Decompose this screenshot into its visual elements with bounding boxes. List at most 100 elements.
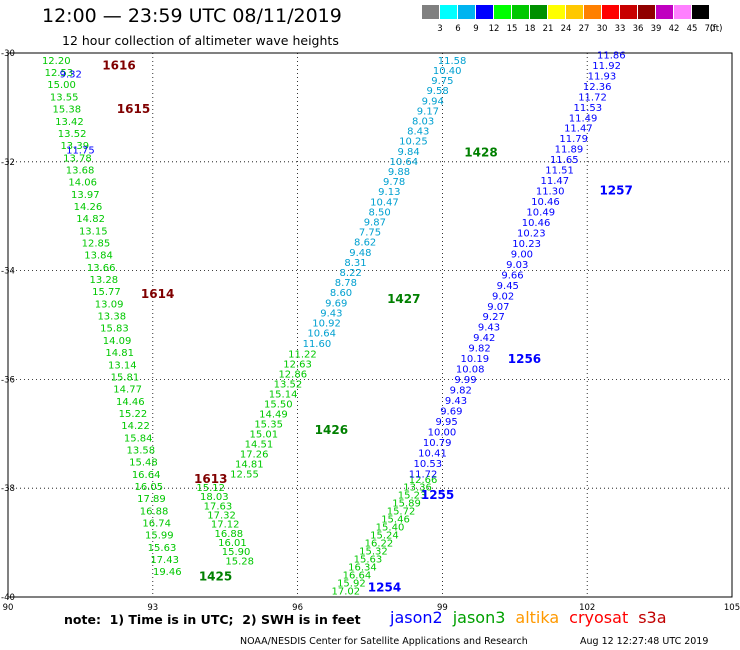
color-scale-label: 30 xyxy=(596,24,608,34)
legend-item-s3a: s3a xyxy=(638,608,667,627)
wave-height-point: 10.08 xyxy=(456,365,485,376)
wave-height-point: 8.31 xyxy=(344,258,366,269)
wave-height-point: 8.78 xyxy=(335,278,357,289)
wave-height-point: 17.12 xyxy=(211,520,240,531)
latitude-tick-label: -40 xyxy=(1,593,15,603)
wave-height-point: 9.58 xyxy=(426,86,448,97)
wave-height-point: 14.09 xyxy=(103,336,132,347)
wave-height-point: 9.27 xyxy=(483,312,505,323)
color-scale-label: 3 xyxy=(437,24,443,34)
color-scale-label: 36 xyxy=(632,24,644,34)
wave-height-point: 16.64 xyxy=(343,570,372,581)
wave-height-point: 14.51 xyxy=(245,439,274,450)
longitude-tick-label: 90 xyxy=(3,603,14,613)
wave-height-point: 13.09 xyxy=(95,299,124,310)
color-scale-label: 27 xyxy=(578,24,590,34)
latitude-tick-label: -38 xyxy=(1,484,15,494)
legend-item-cryosat: cryosat xyxy=(569,608,629,627)
wave-height-point: 13.78 xyxy=(63,153,92,164)
wave-height-point: 17.43 xyxy=(150,555,179,566)
wave-height-point: 11.47 xyxy=(541,176,570,187)
wave-height-point: 9.87 xyxy=(364,218,386,229)
wave-height-point: 15.00 xyxy=(47,80,76,91)
color-scale-swatch xyxy=(638,5,655,19)
wave-height-point: 16.74 xyxy=(142,519,171,530)
wave-height-point: 13.66 xyxy=(87,263,116,274)
wave-height-point: 15.50 xyxy=(264,400,293,411)
wave-height-point: 10.46 xyxy=(522,218,551,229)
wave-height-point: 13.58 xyxy=(127,445,156,456)
color-scale-label: 24 xyxy=(560,24,572,34)
color-scale-swatch xyxy=(530,5,547,19)
color-scale-label: 33 xyxy=(614,24,626,34)
color-scale-swatch xyxy=(512,5,529,19)
wave-height-point: 15.01 xyxy=(249,429,278,440)
color-scale-swatch xyxy=(440,5,457,19)
latitude-tick-label: -34 xyxy=(1,267,15,277)
wave-height-point: 17.26 xyxy=(240,449,269,460)
wave-height-point: 12.63 xyxy=(283,360,312,371)
wave-height-point: 10.92 xyxy=(312,319,341,330)
wave-height-point: 15.24 xyxy=(370,531,399,542)
wave-height-point: 12.86 xyxy=(278,370,307,381)
wave-height-point: 13.38 xyxy=(97,312,126,323)
pass-number-label: 1616 xyxy=(102,58,135,72)
wave-height-point: 18.03 xyxy=(200,492,229,503)
pass-number-label: 1613 xyxy=(194,472,227,486)
pass-number-label: 1425 xyxy=(199,570,232,584)
wave-height-point: 9.82 xyxy=(450,386,472,397)
wave-height-point: 12.36 xyxy=(583,82,612,93)
wave-height-point: 13.39 xyxy=(60,141,89,152)
wave-height-point: 8.60 xyxy=(330,288,352,299)
wave-height-point: 11.86 xyxy=(597,50,626,61)
pass-number-label: 1426 xyxy=(315,423,348,437)
wave-height-point: 13.52 xyxy=(274,380,303,391)
wave-height-point: 11.60 xyxy=(303,339,332,350)
wave-height-point: 11.89 xyxy=(555,145,584,156)
color-scale-swatch xyxy=(566,5,583,19)
longitude-tick-label: 99 xyxy=(437,603,448,613)
wave-height-point: 14.22 xyxy=(121,421,150,432)
wave-height-point: 10.41 xyxy=(418,448,447,459)
wave-height-point: 15.48 xyxy=(129,458,158,469)
wave-height-point: 17.32 xyxy=(207,510,236,521)
wave-height-point: 11.75 xyxy=(66,146,95,157)
wave-height-point: 13.28 xyxy=(90,275,119,286)
color-scale-swatch xyxy=(602,5,619,19)
wave-height-point: 14.26 xyxy=(74,202,103,213)
wave-height-point: 9.03 xyxy=(506,260,528,271)
wave-height-point: 15.99 xyxy=(145,531,174,542)
wave-height-point: 12.20 xyxy=(42,56,71,67)
wave-height-point: 15.23 xyxy=(398,491,427,502)
wave-height-point: 15.89 xyxy=(392,499,421,510)
wave-height-point: 9.13 xyxy=(378,187,400,198)
wave-height-point: 15.72 xyxy=(387,507,416,518)
wave-height-point: 9.48 xyxy=(349,248,371,259)
wave-height-point: 11.30 xyxy=(536,187,565,198)
wave-height-point: 10.25 xyxy=(399,137,428,148)
wave-height-point: 14.46 xyxy=(116,397,145,408)
wave-height-point: 9.43 xyxy=(445,396,467,407)
wave-height-point: 17.63 xyxy=(204,501,233,512)
wave-height-point: 16.22 xyxy=(365,538,394,549)
wave-height-point: 9.17 xyxy=(417,106,439,117)
wave-height-point: 16.88 xyxy=(140,506,169,517)
page-subtitle: 12 hour collection of altimeter wave hei… xyxy=(62,33,339,48)
color-scale-label: 39 xyxy=(650,24,662,34)
wave-height-point: 13.36 xyxy=(403,483,432,494)
wave-height-point: 10.23 xyxy=(512,239,541,250)
legend-item-altika: altika xyxy=(515,608,560,627)
wave-height-point: 15.63 xyxy=(354,554,383,565)
wave-height-point: 9.32 xyxy=(60,69,82,80)
wave-height-point: 15.14 xyxy=(269,390,298,401)
wave-height-point: 10.46 xyxy=(531,197,560,208)
color-scale-swatch xyxy=(620,5,637,19)
pass-number-label: 1256 xyxy=(508,352,541,366)
wave-height-point: 11.22 xyxy=(288,350,317,361)
wave-height-point: 9.43 xyxy=(478,323,500,334)
wave-height-point: 15.28 xyxy=(225,556,254,567)
wave-height-point: 16.88 xyxy=(214,529,243,540)
map-frame xyxy=(7,52,733,598)
pass-number-label: 1427 xyxy=(387,292,420,306)
